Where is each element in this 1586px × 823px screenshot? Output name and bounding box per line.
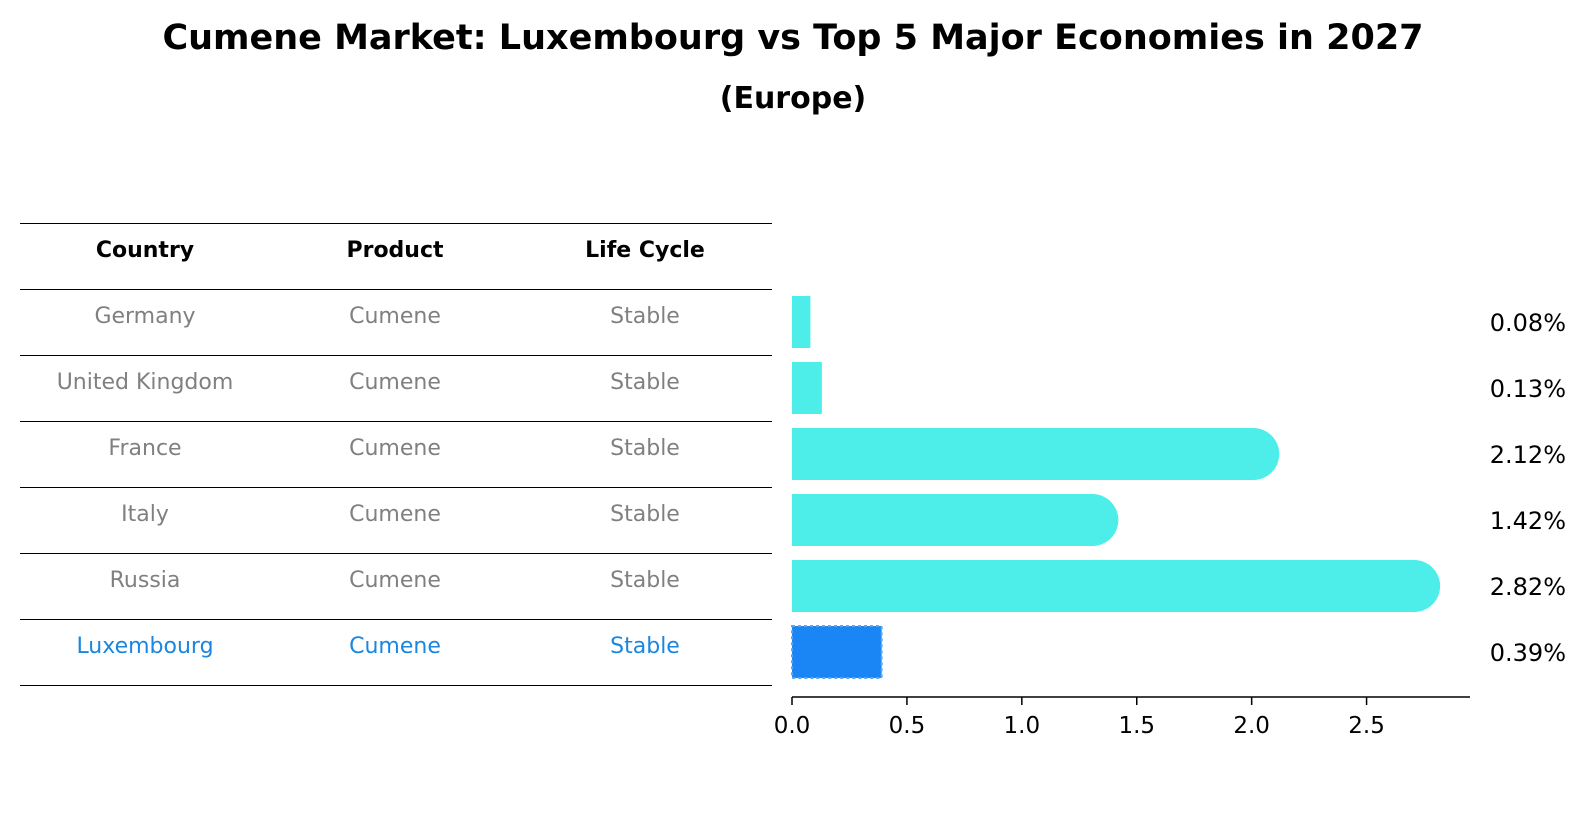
- bar-russia: [792, 560, 1441, 612]
- row-life-cycle: Stable: [610, 568, 680, 593]
- table-rule: [20, 619, 772, 620]
- bar-italy: [792, 494, 1119, 546]
- header-life-cycle: Life Cycle: [585, 238, 705, 263]
- x-tick-label: 2.0: [1233, 713, 1270, 739]
- row-country: Luxembourg: [76, 634, 214, 659]
- row-product: Cumene: [349, 502, 441, 527]
- row-country: Germany: [94, 304, 196, 329]
- value-label-germany: 0.08%: [1490, 309, 1566, 337]
- x-tick-label: 1.5: [1118, 713, 1155, 739]
- row-country: Italy: [121, 502, 169, 527]
- table-rule: [20, 487, 772, 488]
- chart-title: Cumene Market: Luxembourg vs Top 5 Major…: [162, 18, 1424, 58]
- row-product: Cumene: [349, 634, 441, 659]
- header-product: Product: [346, 238, 444, 263]
- row-life-cycle: Stable: [610, 502, 680, 527]
- row-country: United Kingdom: [56, 370, 234, 395]
- bar-germany: [792, 296, 811, 348]
- value-label-luxembourg: 0.39%: [1490, 639, 1566, 667]
- table-rule-bottom: [20, 685, 772, 686]
- value-label-france: 2.12%: [1490, 441, 1566, 469]
- x-tick-label: 1.0: [1004, 713, 1041, 739]
- x-tick-label: 2.5: [1348, 713, 1385, 739]
- row-product: Cumene: [349, 370, 441, 395]
- table-rule-top: [20, 223, 772, 224]
- row-country: France: [108, 436, 182, 461]
- row-product: Cumene: [349, 436, 441, 461]
- table-rule: [20, 553, 772, 554]
- bar-luxembourg: [791, 625, 883, 679]
- table-rule: [20, 289, 772, 290]
- table-rule: [20, 421, 772, 422]
- row-life-cycle: Stable: [610, 436, 680, 461]
- row-life-cycle: Stable: [610, 304, 680, 329]
- row-life-cycle: Stable: [610, 634, 680, 659]
- chart-subtitle: (Europe): [719, 81, 867, 116]
- header-country: Country: [95, 238, 195, 263]
- x-tick-label: 0.5: [889, 713, 926, 739]
- value-label-russia: 2.82%: [1490, 573, 1566, 601]
- bar-france: [792, 428, 1280, 480]
- row-country: Russia: [109, 568, 181, 593]
- x-tick-label: 0.0: [774, 713, 811, 739]
- row-life-cycle: Stable: [610, 370, 680, 395]
- value-label-united-kingdom: 0.13%: [1490, 375, 1566, 403]
- table-rule: [20, 355, 772, 356]
- row-product: Cumene: [349, 568, 441, 593]
- value-label-italy: 1.42%: [1490, 507, 1566, 535]
- row-product: Cumene: [349, 304, 441, 329]
- bar-united-kingdom: [792, 362, 822, 414]
